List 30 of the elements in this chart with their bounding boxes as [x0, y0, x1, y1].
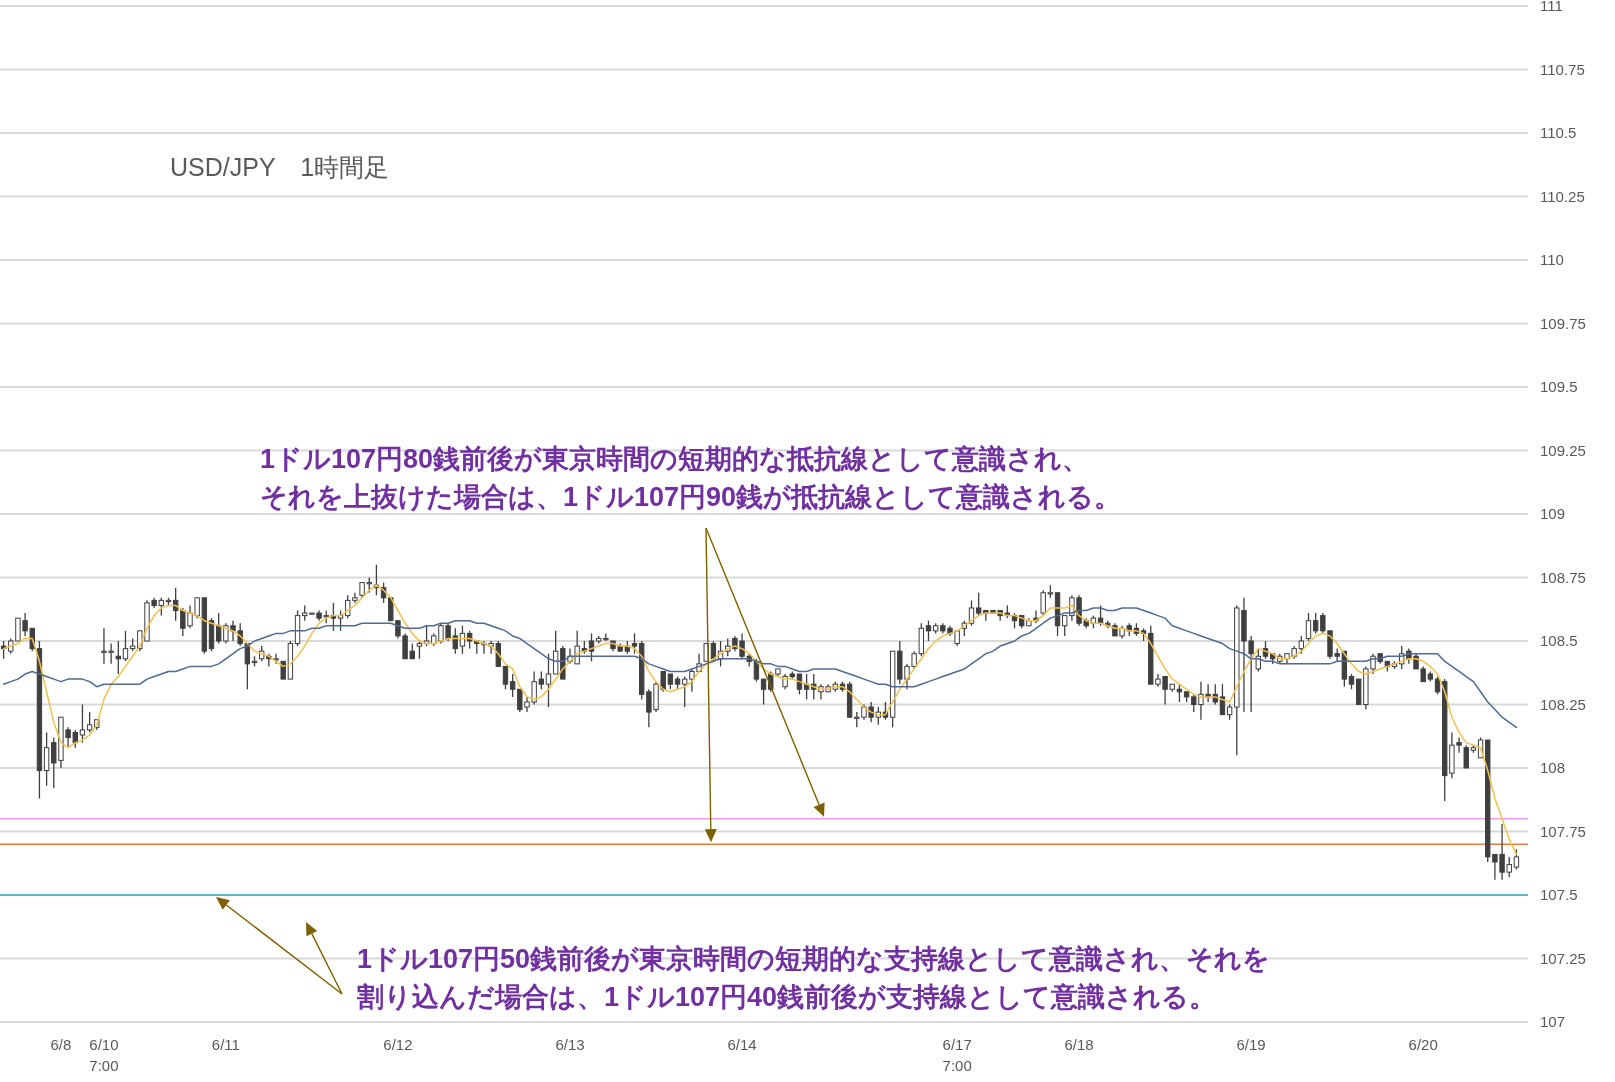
y-tick-label: 109.5	[1540, 378, 1578, 395]
y-tick-label: 110.25	[1540, 187, 1585, 205]
y-tick-label: 110.75	[1540, 60, 1585, 78]
y-tick-label: 107.75	[1540, 822, 1586, 840]
y-tick-label: 109.25	[1540, 441, 1586, 459]
annotation: 1ドル107円80銭前後が東京時間の短期的な抵抗線として意識され、それを上抜けた場合は、1ドル107円90銭が抵抗線として意識される。	[260, 444, 1122, 512]
x-tick-label: 6/11	[211, 1036, 240, 1053]
y-tick-label: 108	[1540, 759, 1566, 776]
y-tick-label: 108.5	[1540, 632, 1578, 649]
x-tick-label: 6/10 7:00	[89, 1036, 119, 1074]
y-tick-label: 110.5	[1540, 124, 1577, 141]
title: USD/JPY 1時間足	[170, 153, 390, 181]
y-tick-label: 107.25	[1540, 949, 1586, 967]
x-tick-label: 6/17 7:00	[942, 1036, 972, 1074]
y-tick-label: 108.25	[1540, 695, 1586, 713]
y-tick-label: 111	[1540, 0, 1563, 14]
y-tick-label: 109.75	[1540, 314, 1586, 332]
y-tick-label: 107.5	[1540, 886, 1578, 903]
x-tick-label: 6/20	[1408, 1036, 1438, 1053]
y-tick-label: 109	[1540, 505, 1566, 522]
y-tick-label: 110	[1540, 251, 1564, 268]
annotation: 1ドル107円50銭前後が東京時間の短期的な支持線として意識され、それを割り込んだ場合は、1ドル107円40銭前後が支持線として意識される。	[357, 944, 1271, 1012]
y-tick-label: 108.75	[1540, 568, 1586, 586]
x-tick-label: 6/13	[555, 1036, 585, 1053]
x-tick-label: 6/12	[383, 1036, 413, 1053]
x-tick-label: 6/8	[50, 1036, 72, 1053]
x-tick-label: 6/14	[727, 1036, 757, 1053]
x-tick-label: 6/19	[1236, 1036, 1266, 1053]
x-tick-label: 6/18	[1064, 1036, 1094, 1053]
y-tick-label: 107	[1540, 1013, 1566, 1030]
